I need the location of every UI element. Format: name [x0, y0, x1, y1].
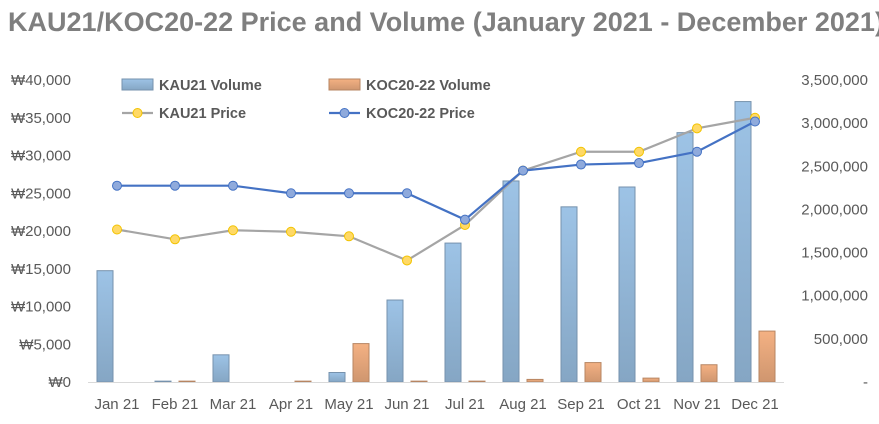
- point-1-7: [518, 165, 528, 176]
- x-tick-label-8: Sep 21: [557, 396, 605, 413]
- point-1-8: [576, 159, 586, 170]
- point-1-6: [460, 214, 470, 225]
- bar-1-6: [468, 380, 486, 383]
- y-right-tick-label-5: 2,500,000: [801, 158, 868, 175]
- point-1-11: [750, 116, 760, 127]
- legend: KAU21 Volume KOC20-22 Volume KAU21 Price KO…: [121, 78, 491, 122]
- bar-0-10: [676, 132, 694, 383]
- bar-0-1: [154, 380, 172, 383]
- point-0-0: [112, 224, 122, 235]
- legend-marker-3: [339, 108, 350, 118]
- bar-0-0: [96, 270, 114, 383]
- point-0-4: [344, 231, 354, 242]
- y-right-tick-label-3: 1,500,000: [801, 245, 868, 262]
- legend-label-1: KOC20-22 Volume: [366, 78, 491, 94]
- y-right-tick-label-4: 2,000,000: [801, 201, 868, 218]
- bar-0-8: [560, 206, 578, 383]
- bar-1-4: [352, 343, 370, 383]
- point-1-4: [344, 188, 354, 199]
- point-0-1: [170, 234, 180, 245]
- bar-0-2: [212, 354, 230, 383]
- y-right-tick-label-7: 3,500,000: [801, 72, 868, 89]
- y-left-tick-label-3: ₩15,000: [11, 261, 71, 278]
- legend-label-0: KAU21 Volume: [159, 78, 262, 94]
- x-tick-label-9: Oct 21: [617, 396, 661, 413]
- bars-layer: [96, 101, 776, 383]
- bar-0-5: [386, 299, 404, 383]
- bar-0-11: [734, 101, 752, 383]
- point-1-9: [634, 158, 644, 169]
- legend-marker-2: [132, 108, 143, 118]
- x-tick-label-7: Aug 21: [499, 396, 547, 413]
- y-left-tick-label-0: ₩0: [49, 374, 72, 391]
- legend-label-3: KOC20-22 Price: [366, 106, 475, 122]
- y-left-tick-label-8: ₩40,000: [11, 72, 71, 89]
- bar-1-5: [410, 380, 428, 383]
- legend-label-2: KAU21 Price: [159, 106, 246, 122]
- point-1-0: [112, 180, 122, 191]
- point-0-5: [402, 255, 412, 266]
- x-tick-label-3: Apr 21: [269, 396, 313, 413]
- point-1-3: [286, 188, 296, 199]
- y-right-tick-label-0: -: [863, 374, 868, 391]
- x-tick-label-0: Jan 21: [94, 396, 139, 413]
- bar-1-1: [178, 380, 196, 383]
- legend-swatch-0: [121, 78, 154, 91]
- bar-1-8: [584, 362, 602, 383]
- y-left-tick-label-5: ₩25,000: [11, 185, 71, 202]
- x-tick-label-11: Dec 21: [731, 396, 779, 413]
- bar-1-10: [700, 364, 718, 383]
- axes-layer: Jan 21 Feb 21 Mar 21 Apr 21 May 21 Jun 21 Jul …: [11, 72, 868, 413]
- y-left-tick-label-7: ₩35,000: [11, 110, 71, 127]
- y-left-tick-label-1: ₩5,000: [19, 336, 71, 353]
- chart-title: KAU21/KOC20-22 Price and Volume (January…: [8, 7, 879, 37]
- point-0-9: [634, 146, 644, 157]
- x-tick-label-5: Jun 21: [384, 396, 429, 413]
- y-left-tick-label-2: ₩10,000: [11, 299, 71, 316]
- x-tick-label-6: Jul 21: [445, 396, 485, 413]
- bar-1-9: [642, 377, 660, 383]
- y-left-tick-label-6: ₩30,000: [11, 148, 71, 165]
- y-right-tick-label-6: 3,000,000: [801, 115, 868, 132]
- x-tick-label-4: May 21: [324, 396, 373, 413]
- y-right-tick-label-2: 1,000,000: [801, 288, 868, 305]
- y-right-tick-label-1: 500,000: [814, 331, 868, 348]
- bar-0-7: [502, 180, 520, 383]
- point-0-10: [692, 123, 702, 134]
- bar-1-7: [526, 378, 544, 383]
- x-tick-label-2: Mar 21: [210, 396, 257, 413]
- lines-layer: [112, 112, 760, 266]
- bar-0-4: [328, 372, 346, 383]
- point-1-10: [692, 146, 702, 157]
- bar-1-3: [294, 380, 312, 383]
- y-left-tick-label-4: ₩20,000: [11, 223, 71, 240]
- x-tick-label-10: Nov 21: [673, 396, 721, 413]
- point-1-2: [228, 180, 238, 191]
- bar-0-9: [618, 186, 636, 383]
- point-1-5: [402, 188, 412, 199]
- legend-swatch-1: [328, 78, 361, 91]
- line-1: [117, 120, 756, 221]
- x-tick-label-1: Feb 21: [152, 396, 199, 413]
- bar-1-11: [758, 330, 776, 383]
- line-0: [116, 116, 756, 262]
- point-0-3: [286, 226, 296, 237]
- bar-0-6: [444, 242, 462, 383]
- point-0-8: [576, 146, 586, 157]
- point-1-1: [170, 180, 180, 191]
- point-0-2: [228, 225, 238, 236]
